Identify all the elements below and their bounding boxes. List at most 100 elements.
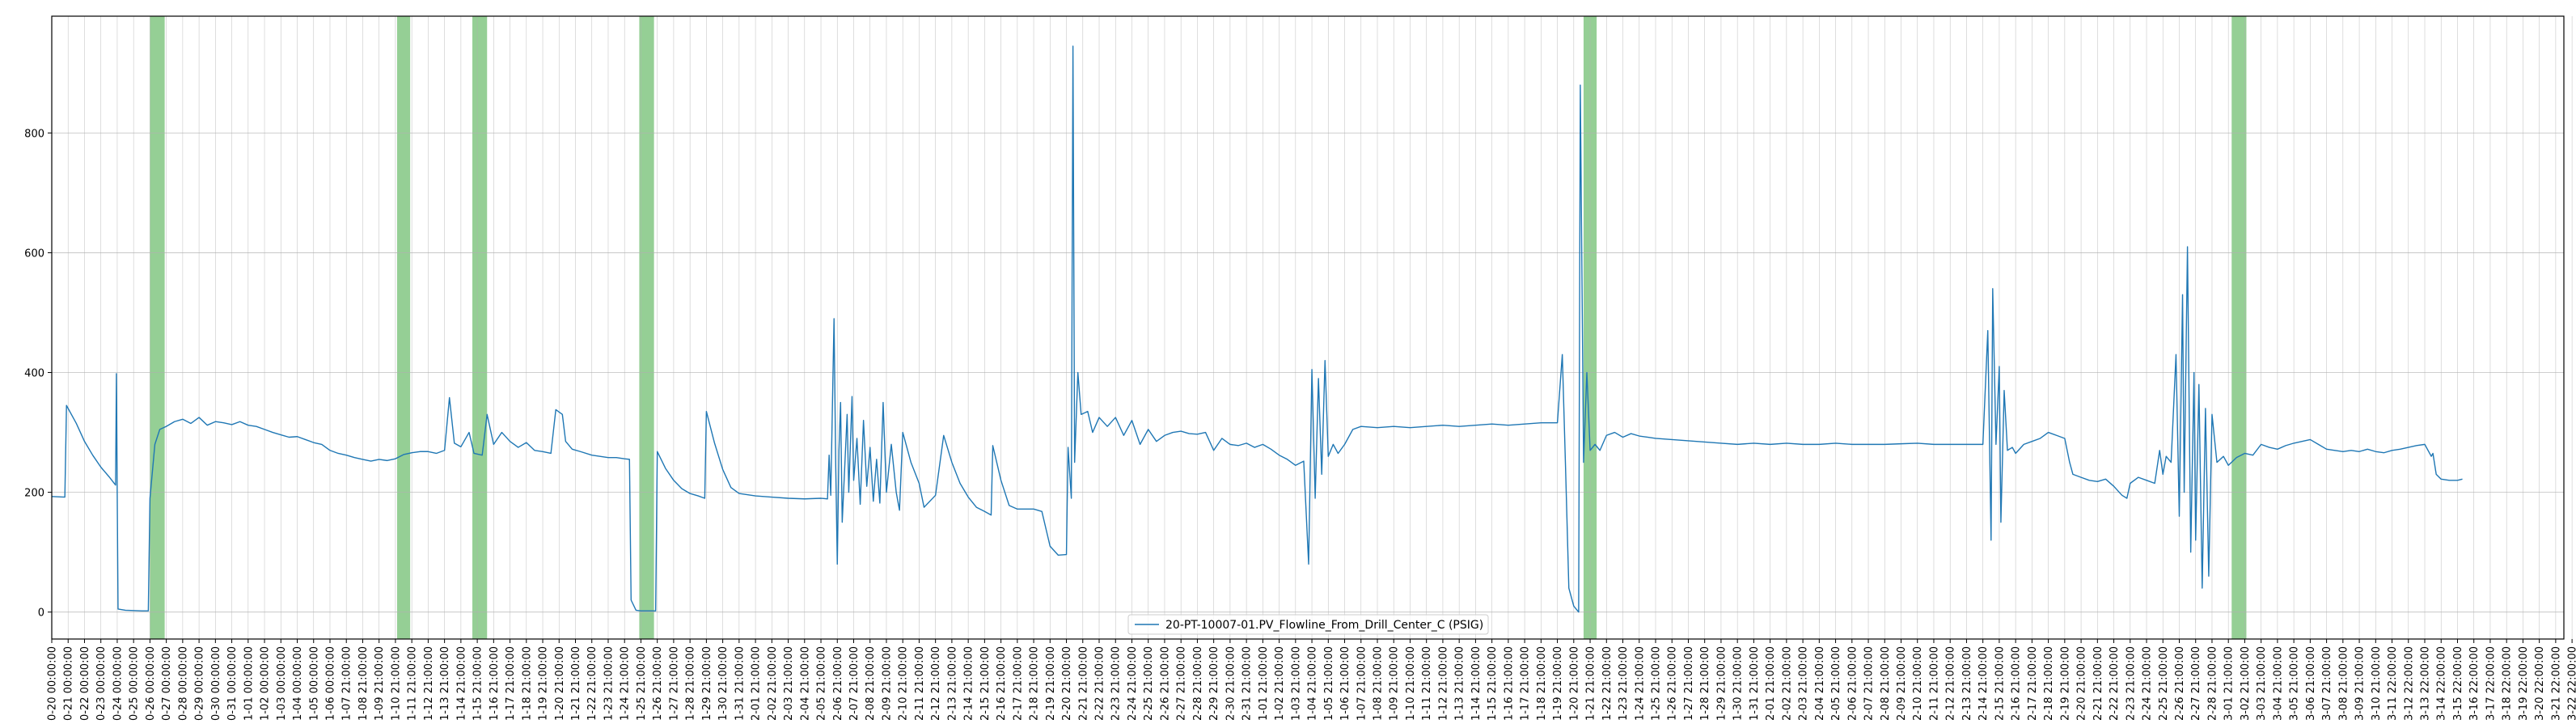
y-tick-label: 400 [24,368,44,380]
x-tick-label: 0-24 00:00:00 [112,646,124,721]
x-tick-label: 1-06 00:00:00 [324,646,336,721]
x-axis: 0-20 00:00:00 0-21 00:00:00 0-22 00:00:00 0… [47,639,2576,721]
x-tick-label: 2-20 21:00:00 [2076,646,2088,721]
x-tick-label: 1-31 21:00:00 [1749,646,1761,721]
x-tick-label: 2-30 21:00:00 [1225,646,1237,721]
x-tick-label: 1-14 21:00:00 [1470,646,1483,721]
x-tick-label: 1-11 21:00:00 [1421,646,1433,721]
x-tick-label: 2-10 21:00:00 [1912,646,1924,721]
x-tick-label: 1-20 21:00:00 [1568,646,1580,721]
legend: 20-PT-10007-01.PV_Flowline_From_Drill_Ce… [1127,614,1489,635]
x-tick-label: 2-25 21:00:00 [1143,646,1155,721]
x-tick-label: 2-08 21:00:00 [865,646,877,721]
x-tick-label: 1-27 21:00:00 [668,646,680,721]
x-tick-label: 0-29 00:00:00 [194,646,206,721]
x-tick-label: 3-03 21:00:00 [2256,646,2268,721]
x-tick-label: 2-04 21:00:00 [1814,646,1826,721]
x-tick-label: 2-03 21:00:00 [1798,646,1810,721]
x-tick-label: 2-04 21:00:00 [799,646,811,721]
x-tick-label: 3-14 22:00:00 [2436,646,2448,721]
x-tick-label: 1-05 21:00:00 [1323,646,1335,721]
x-tick-label: 2-21 21:00:00 [2092,646,2104,721]
legend-box [1127,614,1489,635]
x-tick-label: 2-07 21:00:00 [1863,646,1876,721]
x-tick-label: 2-12 21:00:00 [1945,646,1957,721]
x-tick-label: 2-25 21:00:00 [2158,646,2170,721]
x-tick-label: 1-17 21:00:00 [505,646,517,721]
x-tick-label: 1-28 21:00:00 [1699,646,1711,721]
highlight-span-3 [639,16,654,639]
x-tick-label: 2-27 21:00:00 [1176,646,1188,721]
x-tick-label: 1-06 21:00:00 [1339,646,1351,721]
x-tick-label: 2-24 21:00:00 [2142,646,2154,721]
x-tick-label: 1-01 00:00:00 [243,646,255,721]
x-tick-label: 2-05 21:00:00 [816,646,828,721]
y-tick-label: 800 [24,128,44,140]
x-tick-label: 0-30 00:00:00 [210,646,222,721]
x-tick-label: 1-19 21:00:00 [538,646,550,721]
x-tick-label: 3-04 21:00:00 [2272,646,2284,721]
x-tick-label: 0-21 00:00:00 [63,646,75,721]
x-tick-label: 2-01 21:00:00 [1765,646,1777,721]
x-tick-label: 2-22 21:00:00 [2109,646,2121,721]
x-tick-label: 2-09 21:00:00 [881,646,893,721]
x-tick-label: 2-14 21:00:00 [1977,646,1990,721]
y-tick-label: 200 [24,488,44,500]
x-tick-label: 1-11 21:00:00 [407,646,419,721]
x-tick-label: 2-10 21:00:00 [898,646,910,721]
x-tick-label: 3-07 21:00:00 [2321,646,2333,721]
x-tick-label: 1-24 21:00:00 [1634,646,1646,721]
x-tick-label: 3-06 21:00:00 [2305,646,2317,721]
x-tick-label: 2-05 21:00:00 [1830,646,1842,721]
x-tick-label: 2-09 21:00:00 [1896,646,1908,721]
x-tick-label: 1-16 21:00:00 [489,646,501,721]
x-tick-label: 1-12 21:00:00 [423,646,435,721]
x-tick-label: 2-23 21:00:00 [2125,646,2137,721]
x-tick-label: 1-12 21:00:00 [1437,646,1449,721]
x-tick-label: 1-07 21:00:00 [1356,646,1368,721]
x-tick-label: 2-26 21:00:00 [1159,646,1171,721]
x-tick-label: 0-25 00:00:00 [129,646,141,721]
highlight-span-2 [472,16,488,639]
x-tick-label: 1-22 21:00:00 [586,646,599,721]
x-tick-label: 3-19 22:00:00 [2518,646,2530,721]
x-tick-label: 3-22 22:00:00 [2567,646,2576,721]
x-tick-label: 1-08 21:00:00 [357,646,370,721]
x-tick-label: 2-17 21:00:00 [1012,646,1024,721]
x-tick-label: 2-29 21:00:00 [1208,646,1220,721]
x-tick-label: 1-17 21:00:00 [1520,646,1532,721]
x-tick-label: 1-26 21:00:00 [652,646,664,721]
x-tick-label: 1-09 21:00:00 [374,646,386,721]
x-tick-label: 1-15 21:00:00 [1487,646,1499,721]
x-tick-label: 1-02 00:00:00 [260,646,272,721]
x-tick-label: 1-18 21:00:00 [521,646,533,721]
x-tick-label: 2-27 21:00:00 [2190,646,2202,721]
x-tick-label: 2-23 21:00:00 [1110,646,1123,721]
x-tick-label: 3-09 21:00:00 [2354,646,2367,721]
x-tick-label: 1-27 21:00:00 [1683,646,1695,721]
x-tick-label: 3-20 22:00:00 [2534,646,2546,721]
x-tick-label: 1-20 21:00:00 [554,646,566,721]
x-tick-label: 1-14 21:00:00 [455,646,467,721]
x-tick-label: 3-05 21:00:00 [2289,646,2301,721]
x-tick-label: 1-30 21:00:00 [717,646,730,721]
highlight-span-1 [396,16,411,639]
x-tick-label: 0-23 00:00:00 [95,646,108,721]
x-tick-label: 3-10 21:00:00 [2371,646,2383,721]
x-tick-label: 2-20 21:00:00 [1061,646,1073,721]
x-tick-label: 2-06 21:00:00 [832,646,844,721]
series-layer [51,45,2463,613]
x-tick-label: 0-22 00:00:00 [79,646,91,721]
x-tick-label: 2-02 21:00:00 [1781,646,1793,721]
x-tick-label: 2-07 21:00:00 [848,646,861,721]
x-tick-label: 3-18 22:00:00 [2502,646,2514,721]
x-tick-label: 1-25 21:00:00 [1650,646,1662,721]
x-tick-label: 2-26 21:00:00 [2174,646,2186,721]
x-tick-label: 2-19 21:00:00 [2059,646,2071,721]
x-tick-label: 2-28 21:00:00 [2206,646,2219,721]
series-line-0 [51,45,2463,613]
x-tick-label: 2-11 21:00:00 [914,646,926,721]
x-tick-label: 1-04 21:00:00 [1307,646,1319,721]
x-tick-label: 1-03 21:00:00 [1290,646,1302,721]
x-tick-label: 1-18 21:00:00 [1536,646,1548,721]
